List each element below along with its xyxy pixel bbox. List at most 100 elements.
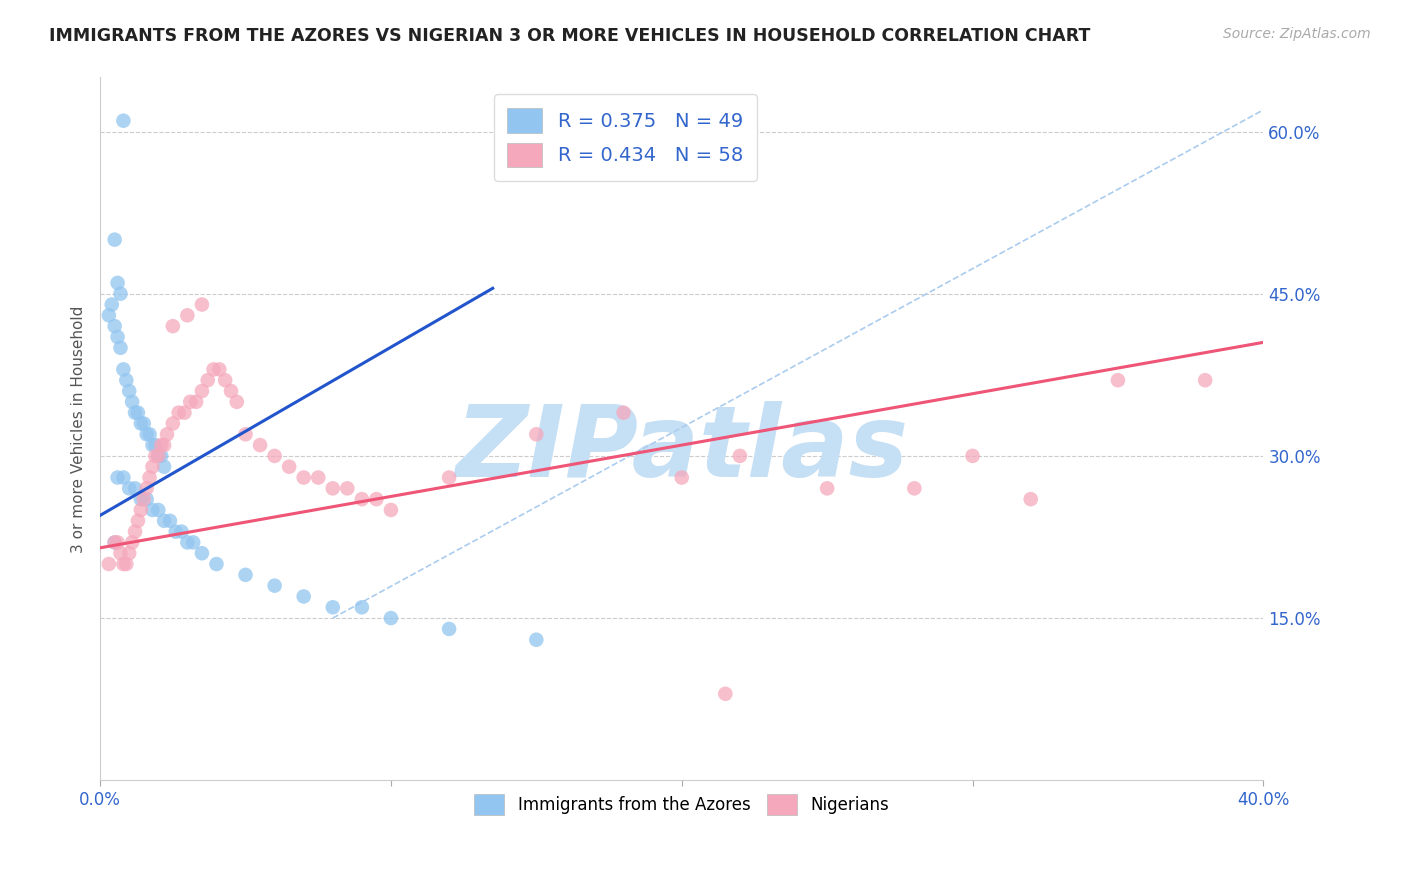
Point	[141, 438, 163, 452]
Point	[135, 492, 157, 507]
Point	[815, 481, 838, 495]
Point	[153, 438, 176, 452]
Point	[150, 438, 173, 452]
Point	[181, 535, 204, 549]
Point	[97, 309, 120, 323]
Point	[129, 492, 152, 507]
Point	[145, 438, 167, 452]
Point	[132, 492, 155, 507]
Point	[176, 535, 198, 549]
Y-axis label: 3 or more Vehicles in Household: 3 or more Vehicles in Household	[72, 305, 86, 552]
Text: Source: ZipAtlas.com: Source: ZipAtlas.com	[1223, 27, 1371, 41]
Point	[104, 535, 127, 549]
Point	[322, 600, 344, 615]
Point	[202, 362, 225, 376]
Point	[107, 535, 129, 549]
Point	[176, 309, 198, 323]
Point	[191, 546, 214, 560]
Point	[170, 524, 193, 539]
Point	[173, 406, 195, 420]
Point	[714, 687, 737, 701]
Point	[1194, 373, 1216, 387]
Point	[671, 470, 693, 484]
Text: IMMIGRANTS FROM THE AZORES VS NIGERIAN 3 OR MORE VEHICLES IN HOUSEHOLD CORRELATI: IMMIGRANTS FROM THE AZORES VS NIGERIAN 3…	[49, 27, 1091, 45]
Point	[118, 546, 141, 560]
Point	[127, 406, 149, 420]
Point	[322, 481, 344, 495]
Point	[145, 449, 167, 463]
Point	[97, 557, 120, 571]
Point	[225, 394, 247, 409]
Point	[292, 470, 315, 484]
Point	[115, 373, 138, 387]
Point	[962, 449, 984, 463]
Point	[292, 590, 315, 604]
Point	[162, 417, 184, 431]
Point	[107, 276, 129, 290]
Point	[156, 427, 179, 442]
Point	[191, 384, 214, 398]
Point	[100, 297, 122, 311]
Point	[138, 427, 160, 442]
Point	[129, 503, 152, 517]
Point	[197, 373, 219, 387]
Point	[138, 470, 160, 484]
Point	[263, 579, 285, 593]
Point	[148, 449, 170, 463]
Point	[235, 427, 257, 442]
Point	[184, 394, 207, 409]
Point	[380, 503, 402, 517]
Point	[150, 449, 173, 463]
Point	[214, 373, 236, 387]
Point	[153, 514, 176, 528]
Point	[165, 524, 187, 539]
Point	[115, 557, 138, 571]
Point	[118, 481, 141, 495]
Point	[159, 514, 181, 528]
Point	[132, 417, 155, 431]
Point	[135, 427, 157, 442]
Legend: Immigrants from the Azores, Nigerians: Immigrants from the Azores, Nigerians	[464, 784, 900, 825]
Point	[110, 341, 132, 355]
Point	[263, 449, 285, 463]
Point	[141, 503, 163, 517]
Point	[118, 384, 141, 398]
Point	[162, 319, 184, 334]
Point	[127, 514, 149, 528]
Point	[249, 438, 271, 452]
Point	[380, 611, 402, 625]
Point	[104, 233, 127, 247]
Point	[1107, 373, 1129, 387]
Point	[336, 481, 359, 495]
Point	[112, 557, 135, 571]
Point	[366, 492, 388, 507]
Point	[153, 459, 176, 474]
Point	[121, 394, 143, 409]
Point	[205, 557, 228, 571]
Point	[141, 459, 163, 474]
Point	[179, 394, 201, 409]
Point	[110, 286, 132, 301]
Point	[613, 406, 636, 420]
Point	[110, 546, 132, 560]
Point	[167, 406, 190, 420]
Point	[350, 600, 373, 615]
Point	[148, 503, 170, 517]
Point	[437, 470, 460, 484]
Point	[129, 417, 152, 431]
Point	[219, 384, 242, 398]
Point	[148, 449, 170, 463]
Point	[903, 481, 925, 495]
Point	[728, 449, 751, 463]
Text: ZIPatlas: ZIPatlas	[456, 401, 908, 499]
Point	[191, 297, 214, 311]
Point	[135, 481, 157, 495]
Point	[350, 492, 373, 507]
Point	[107, 330, 129, 344]
Point	[124, 406, 146, 420]
Point	[278, 459, 301, 474]
Point	[524, 427, 547, 442]
Point	[112, 362, 135, 376]
Point	[112, 113, 135, 128]
Point	[124, 524, 146, 539]
